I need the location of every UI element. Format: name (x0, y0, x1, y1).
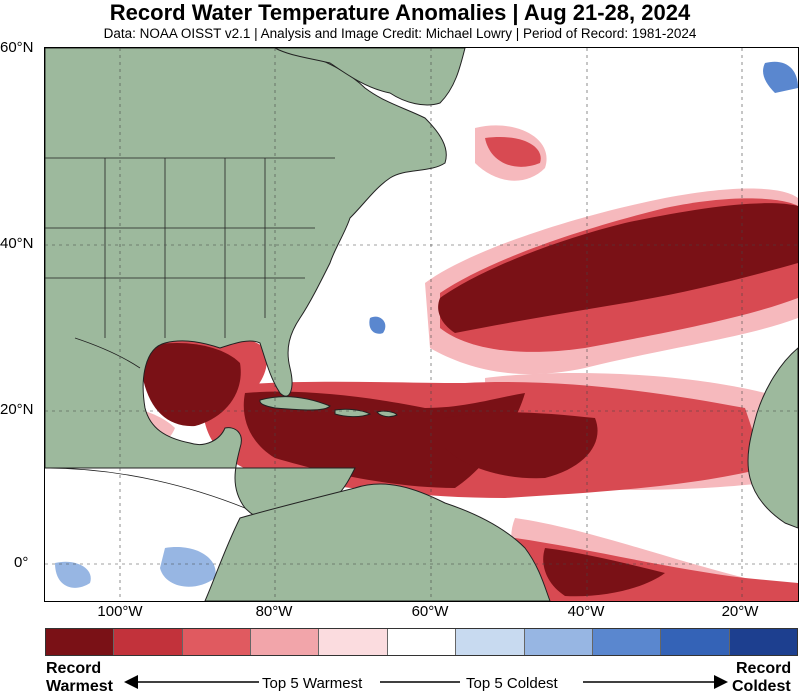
legend-swatch-6 (456, 629, 525, 655)
map-subtitle: Data: NOAA OISST v2.1 | Analysis and Ima… (103, 26, 697, 41)
map-svg (45, 48, 798, 601)
arrow-left-icon (124, 675, 259, 689)
lon-label-60w: 60°W (411, 603, 449, 620)
legend-top5-warmest: Top 5 Warmest (262, 675, 363, 692)
legend-swatch-8 (592, 629, 662, 655)
lat-label-60n: 60°N (0, 39, 34, 56)
land-south-america (204, 483, 551, 601)
lon-label-100w: 100°W (97, 603, 143, 620)
anomaly-map (44, 47, 799, 602)
legend-swatch-2 (182, 629, 252, 655)
legend-record-coldest-line1: Record (736, 660, 792, 677)
anomaly-record-warmest (140, 203, 798, 597)
lon-label-80w: 80°W (255, 603, 293, 620)
lon-label-20w: 20°W (721, 603, 759, 620)
lat-label-20n: 20°N (0, 401, 34, 418)
legend-swatch-4 (319, 629, 388, 655)
legend-swatch-1 (114, 629, 183, 655)
legend-swatch-9 (661, 629, 730, 655)
legend-swatch-3 (251, 629, 320, 655)
lon-label-40w: 40°W (567, 603, 605, 620)
legend-swatch-10 (729, 629, 797, 655)
anomaly-cold (55, 61, 798, 588)
legend-colorbar (45, 628, 798, 656)
map-title: Record Water Temperature Anomalies | Aug… (109, 0, 691, 25)
lat-label-equator: 0° (14, 554, 29, 571)
arrow-right-icon (583, 675, 728, 689)
land-africa (747, 347, 798, 529)
land-greenland (274, 48, 466, 106)
legend-swatch-5 (387, 629, 457, 655)
legend-top5-coldest: Top 5 Coldest (466, 675, 558, 692)
lat-label-40n: 40°N (0, 235, 34, 252)
legend-swatch-7 (524, 629, 593, 655)
legend-record-warmest-line2: Warmest (46, 678, 113, 695)
legend-record-coldest-line2: Coldest (732, 678, 791, 695)
land-north-america (45, 48, 447, 529)
arrow-divider-icon (380, 681, 460, 683)
graticule (45, 48, 798, 601)
legend-swatch-0 (46, 629, 115, 655)
political-borders (45, 157, 335, 509)
legend-record-warmest-line1: Record (46, 660, 102, 677)
